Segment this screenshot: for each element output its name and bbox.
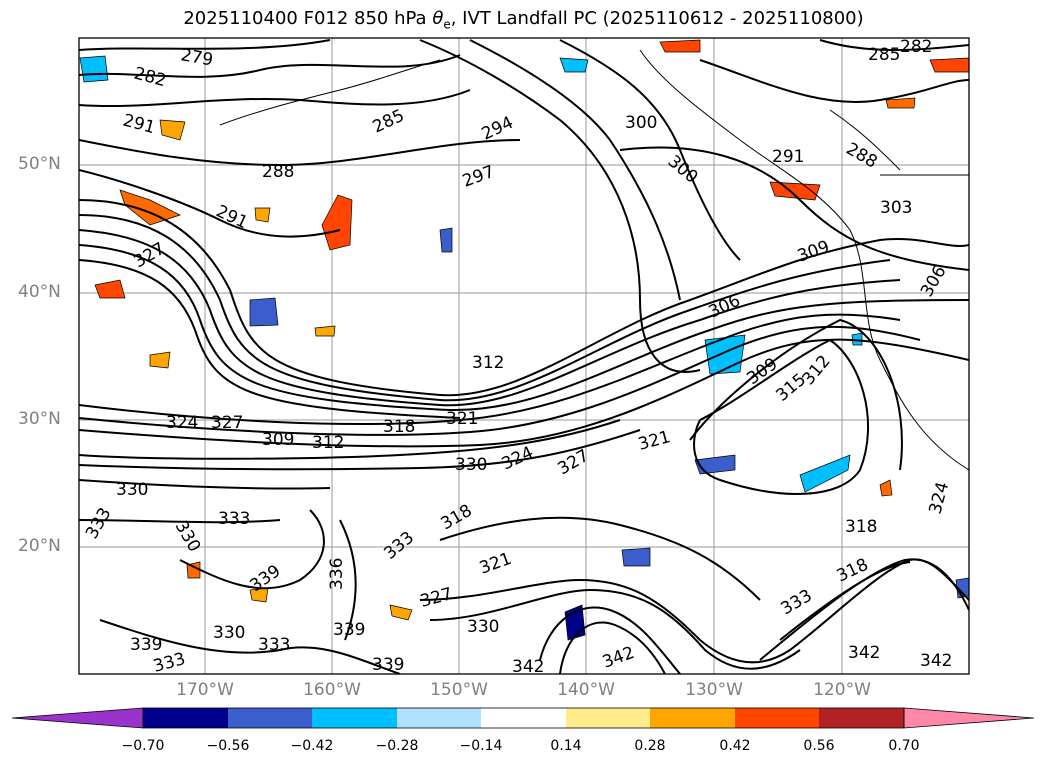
- contour-label: 327: [211, 413, 243, 433]
- colorbar-tick: 0.42: [719, 738, 751, 754]
- anomaly-positive: [254, 207, 271, 223]
- contour-label: 282: [900, 37, 932, 57]
- contour-label: 339: [130, 635, 162, 655]
- colorbar-tick: 0.14: [550, 738, 582, 754]
- anomaly-negative: [559, 57, 589, 73]
- colorbar-tick: 0.28: [634, 738, 666, 754]
- contour-label: 342: [920, 651, 952, 671]
- contour-label: 291: [772, 147, 804, 167]
- anomaly-negative: [79, 55, 109, 83]
- contour-label: 330: [213, 623, 245, 643]
- colorbar-tick: 0.56: [803, 738, 835, 754]
- anomaly-positive: [879, 479, 893, 497]
- colorbar-tick: −0.56: [206, 738, 250, 754]
- lat-label-30n: 30°N: [18, 409, 61, 429]
- lon-label-170w: 170°W: [176, 680, 234, 700]
- colorbar-tick: −0.42: [290, 738, 334, 754]
- colorbar-tick: −0.70: [121, 738, 165, 754]
- anomaly-positive: [929, 57, 969, 73]
- lat-label-50n: 50°N: [18, 154, 61, 174]
- contour-label: 285: [868, 45, 900, 65]
- contour-label: 333: [258, 635, 290, 655]
- lon-label-130w: 130°W: [685, 680, 743, 700]
- contour-label: 330: [455, 455, 487, 475]
- contour-label: 318: [383, 417, 415, 437]
- anomaly-negative: [439, 227, 453, 253]
- anomaly-negative: [249, 297, 279, 327]
- contour-label: 312: [312, 433, 344, 453]
- contour-label: 321: [446, 409, 478, 429]
- anomaly-positive: [885, 97, 916, 109]
- contour-label: 339: [333, 620, 365, 640]
- contour-label: 336: [327, 558, 347, 590]
- lat-label-20n: 20°N: [18, 536, 61, 556]
- colorbar-tick: −0.14: [459, 738, 503, 754]
- anomaly-positive: [321, 194, 353, 251]
- lat-label-40n: 40°N: [18, 282, 61, 302]
- anomaly-negative: [799, 454, 851, 493]
- anomaly-negative: [694, 454, 736, 475]
- anomaly-negative: [851, 332, 863, 346]
- plot-title: 2025110400 F012 850 hPa θe, IVT Landfall…: [183, 8, 864, 32]
- contour-label: 303: [880, 198, 912, 218]
- contour-label: 300: [625, 113, 657, 133]
- anomaly-positive: [769, 181, 821, 201]
- anomaly-positive: [314, 325, 336, 337]
- anomaly-positive: [659, 39, 701, 53]
- contour-label: 330: [467, 617, 499, 637]
- contour-label: 339: [372, 655, 404, 675]
- shaded-anomalies: [79, 39, 969, 641]
- contour-label: 342: [512, 657, 544, 677]
- colorbar-tick: −0.28: [375, 738, 419, 754]
- lon-label-160w: 160°W: [303, 680, 361, 700]
- contour-label: 324: [166, 413, 198, 433]
- contour-label: 333: [218, 509, 250, 529]
- contour-label: 312: [472, 353, 504, 373]
- contour-label: 288: [262, 162, 294, 182]
- anomaly-positive: [159, 119, 186, 141]
- map-frame: [78, 37, 970, 675]
- lon-label-140w: 140°W: [557, 680, 615, 700]
- anomaly-positive: [94, 279, 126, 299]
- colorbar-tick: 0.70: [888, 738, 920, 754]
- contour-label: 342: [848, 643, 880, 663]
- lon-label-150w: 150°W: [430, 680, 488, 700]
- contour-label: 330: [116, 480, 148, 500]
- anomaly-positive: [389, 604, 413, 621]
- coastline: [219, 49, 969, 471]
- contour-label: 309: [262, 430, 294, 450]
- lon-label-120w: 120°W: [813, 680, 871, 700]
- colorbar: [11, 707, 1035, 729]
- anomaly-negative: [621, 547, 651, 567]
- contour-label: 318: [845, 517, 877, 537]
- anomaly-positive: [149, 351, 171, 369]
